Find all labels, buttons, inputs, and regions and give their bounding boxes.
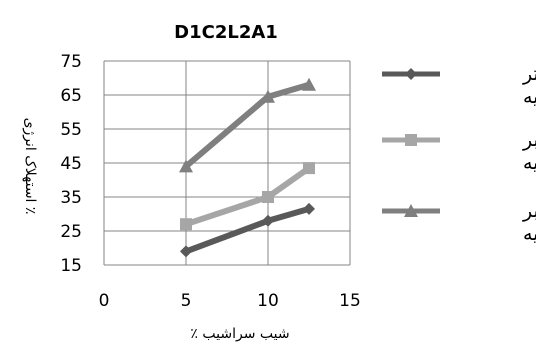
y-ticks: 15 25 35 45 55 65 75 — [60, 52, 82, 276]
series-2-point-0 — [179, 159, 193, 173]
x-tick-label-1: 5 — [181, 291, 192, 311]
series-group — [179, 77, 316, 258]
x-tick-label-2: 10 — [257, 291, 279, 311]
chart-title: D1C2L2A1 — [174, 22, 278, 43]
x-axis-label: شیب سراشیب ٪ — [190, 326, 289, 342]
legend-swatch-marker-2 — [404, 204, 418, 217]
legend-label-1-line-1: ثانیه — [523, 152, 536, 174]
y-tick-label-1: 25 — [60, 222, 82, 242]
x-tick-label-3: 15 — [339, 291, 361, 311]
y-tick-label-3: 45 — [60, 154, 82, 174]
series-1 — [180, 162, 315, 231]
legend-label-0-line-1: بر ثانیه — [523, 86, 536, 108]
legend-label-2-line-1: ثانیه — [523, 223, 536, 245]
legend-item-2: 15 لیتر برثانیه — [382, 200, 536, 245]
series-0-point-1 — [262, 214, 274, 227]
y-tick-label-5: 65 — [60, 86, 82, 106]
legend-label-0-line-0: 100 لیتر — [522, 63, 536, 85]
series-0-point-2 — [303, 202, 315, 215]
y-tick-label-6: 75 — [60, 52, 82, 72]
y-axis-label: استهلاک انرژی ٪ — [22, 118, 38, 215]
series-1-point-2 — [303, 162, 315, 175]
legend-label-2-line-0: 15 لیتر بر — [522, 200, 536, 222]
series-2-point-2 — [302, 77, 316, 91]
series-1-point-1 — [262, 191, 274, 203]
legend-label-1-line-0: 50 لیتر بر — [522, 129, 536, 151]
series-0-point-0 — [180, 245, 192, 258]
legend-swatch-marker-1 — [405, 134, 417, 146]
legend-swatch-marker-0 — [405, 68, 417, 80]
y-tick-label-2: 35 — [60, 188, 82, 208]
y-tick-label-4: 55 — [60, 120, 82, 140]
legend-item-1: 50 لیتر برثانیه — [382, 129, 536, 174]
x-ticks: 0 5 10 15 — [99, 291, 361, 311]
series-1-point-0 — [180, 218, 192, 231]
series-0 — [180, 202, 315, 258]
series-2 — [179, 77, 316, 173]
series-line-2 — [184, 81, 310, 169]
legend: 100 لیتربر ثانیه50 لیتر برثانیه15 لیتر ب… — [382, 63, 536, 245]
series-2-point-1 — [261, 89, 275, 103]
x-tick-label-0: 0 — [99, 291, 110, 311]
y-tick-label-0: 15 — [60, 256, 82, 276]
legend-item-0: 100 لیتربر ثانیه — [382, 63, 536, 108]
